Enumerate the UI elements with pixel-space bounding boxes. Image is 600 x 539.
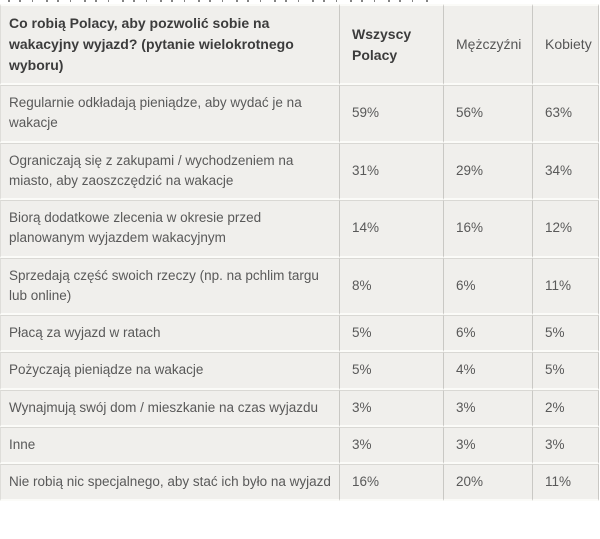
value-cell-women: 11% [533,257,599,315]
value-cell-all: 5% [340,352,444,390]
row-label: Pożyczają pieniądze na wakacje [0,352,340,390]
value-cell-men: 6% [444,315,533,353]
value-cell-all: 3% [340,426,444,464]
row-label: Inne [0,426,340,464]
value-cell-women: 5% [533,315,599,353]
value-cell-all: 8% [340,257,444,315]
column-header-all-poles: Wszyscy Polacy [340,4,444,85]
column-header-men: Mężczyźni [444,4,533,85]
value-cell-men: 3% [444,389,533,427]
table-row: Sprzedają część swoich rzeczy (np. na pc… [0,257,599,315]
value-cell-men: 4% [444,352,533,390]
value-cell-all: 3% [340,389,444,427]
value-cell-men: 16% [444,200,533,258]
value-cell-all: 5% [340,315,444,353]
value-cell-all: 31% [340,142,444,200]
value-cell-men: 3% [444,426,533,464]
value-cell-women: 5% [533,352,599,390]
value-cell-women: 3% [533,426,599,464]
row-label: Ograniczają się z zakupami / wychodzenie… [0,142,340,200]
table-row: Nie robią nic specjalnego, aby stać ich … [0,464,599,502]
column-header-women: Kobiety [533,4,599,85]
row-label: Sprzedają część swoich rzeczy (np. na pc… [0,257,340,315]
value-cell-men: 29% [444,142,533,200]
value-cell-all: 59% [340,85,444,143]
value-cell-men: 6% [444,257,533,315]
table-row: Biorą dodatkowe zlecenia w okresie przed… [0,200,599,258]
row-label: Biorą dodatkowe zlecenia w okresie przed… [0,200,340,258]
cropped-text-remnant [8,0,432,2]
value-cell-men: 20% [444,464,533,502]
table-row: Pożyczają pieniądze na wakacje 5% 4% 5% [0,352,599,390]
table-header-row: Co robią Polacy, aby pozwolić sobie na w… [0,4,599,85]
question-header-cell: Co robią Polacy, aby pozwolić sobie na w… [0,4,340,85]
value-cell-women: 11% [533,464,599,502]
row-label: Płacą za wyjazd w ratach [0,315,340,353]
value-cell-men: 56% [444,85,533,143]
row-label: Nie robią nic specjalnego, aby stać ich … [0,464,340,502]
table-row: Inne 3% 3% 3% [0,426,599,464]
table-row: Regularnie odkładają pieniądze, aby wyda… [0,85,599,143]
value-cell-women: 2% [533,389,599,427]
value-cell-women: 63% [533,85,599,143]
value-cell-women: 12% [533,200,599,258]
table-row: Wynajmują swój dom / mieszkanie na czas … [0,389,599,427]
row-label: Regularnie odkładają pieniądze, aby wyda… [0,85,340,143]
value-cell-all: 14% [340,200,444,258]
value-cell-women: 34% [533,142,599,200]
value-cell-all: 16% [340,464,444,502]
table-row: Ograniczają się z zakupami / wychodzenie… [0,142,599,200]
table-row: Płacą za wyjazd w ratach 5% 6% 5% [0,315,599,353]
survey-table: Co robią Polacy, aby pozwolić sobie na w… [0,4,599,502]
row-label: Wynajmują swój dom / mieszkanie na czas … [0,389,340,427]
